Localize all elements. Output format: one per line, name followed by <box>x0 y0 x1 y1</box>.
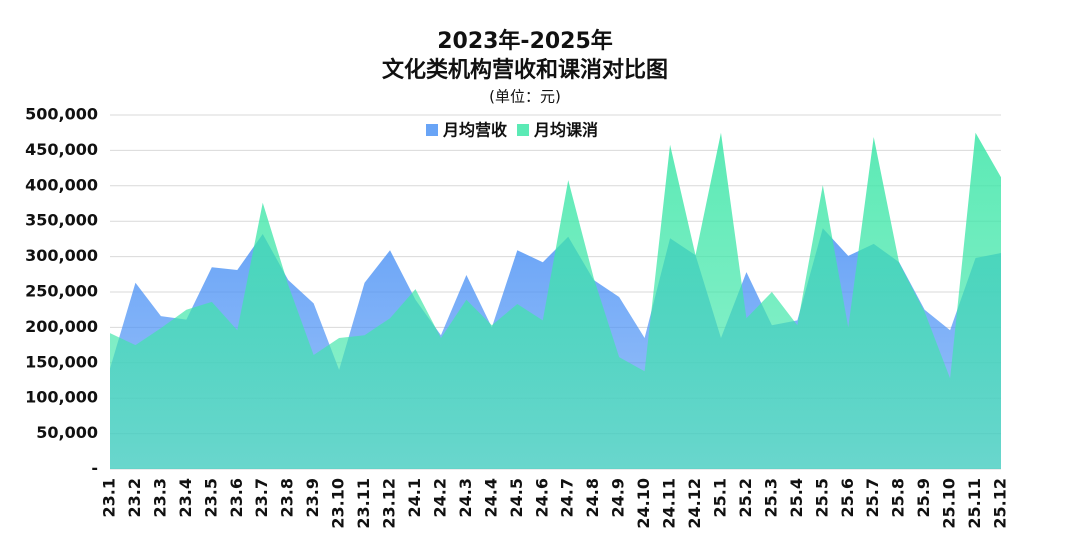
area <box>110 132 1001 469</box>
y-tick-label: 250,000 <box>25 282 98 301</box>
y-tick-label: 50,000 <box>36 423 98 442</box>
x-tick-label: 24.7 <box>558 478 577 517</box>
x-tick-label: 25.1 <box>710 478 729 517</box>
x-tick-label: 25.8 <box>889 478 908 517</box>
x-tick-label: 23.9 <box>303 478 322 517</box>
x-tick-label: 24.2 <box>430 478 449 517</box>
legend-swatch <box>426 124 438 136</box>
x-tick-label: 24.1 <box>405 478 424 517</box>
x-tick-label: 24.5 <box>507 478 526 517</box>
y-tick-label: 200,000 <box>25 317 98 336</box>
x-tick-label: 25.9 <box>914 478 933 517</box>
x-tick-label: 25.2 <box>736 478 755 517</box>
x-tick-label: 25.12 <box>991 478 1010 529</box>
x-tick-label: 23.3 <box>150 478 169 517</box>
x-tick-label: 25.5 <box>812 478 831 517</box>
x-tick-label: 25.6 <box>838 478 857 517</box>
x-tick-label: 23.4 <box>176 478 195 517</box>
x-tick-label: 25.3 <box>761 478 780 517</box>
chart-title: 2023年-2025年 <box>437 28 613 54</box>
x-tick-label: 24.9 <box>609 478 628 517</box>
x-tick-label: 25.4 <box>787 478 806 517</box>
y-tick-label: 450,000 <box>25 140 98 159</box>
x-tick-label: 23.6 <box>227 478 246 517</box>
x-tick-label: 24.12 <box>685 478 704 529</box>
legend-label: 月均课消 <box>533 121 598 140</box>
legend-swatch <box>517 124 530 136</box>
x-tick-label: 24.4 <box>481 478 500 517</box>
x-tick-label: 25.10 <box>940 478 959 529</box>
x-tick-label: 25.11 <box>965 478 984 529</box>
unit-note: (单位：元) <box>489 88 561 106</box>
x-tick-label: 24.11 <box>660 478 679 529</box>
y-tick-label: 300,000 <box>25 246 98 265</box>
legend-label: 月均营收 <box>442 121 507 140</box>
x-tick-label: 24.10 <box>634 478 653 529</box>
y-tick-label: 350,000 <box>25 211 98 230</box>
y-tick-label: 400,000 <box>25 175 98 194</box>
y-tick-label: 150,000 <box>25 352 98 371</box>
y-tick-label: - <box>91 459 98 478</box>
y-tick-label: 100,000 <box>25 388 98 407</box>
x-tick-label: 23.12 <box>380 478 399 529</box>
x-tick-label: 23.10 <box>329 478 348 529</box>
x-tick-label: 23.5 <box>201 478 220 517</box>
x-tick-label: 25.7 <box>863 478 882 517</box>
y-tick-label: 500,000 <box>25 105 98 124</box>
x-tick-label: 24.8 <box>583 478 602 517</box>
chart-subtitle: 文化类机构营收和课消对比图 <box>382 57 668 83</box>
x-tick-label: 23.2 <box>125 478 144 517</box>
x-tick-label: 24.6 <box>532 478 551 517</box>
x-tick-label: 23.8 <box>278 478 297 517</box>
x-tick-label: 23.1 <box>100 478 119 517</box>
x-tick-label: 23.7 <box>252 478 271 517</box>
x-tick-label: 24.3 <box>456 478 475 517</box>
x-tick-label: 23.11 <box>354 478 373 529</box>
